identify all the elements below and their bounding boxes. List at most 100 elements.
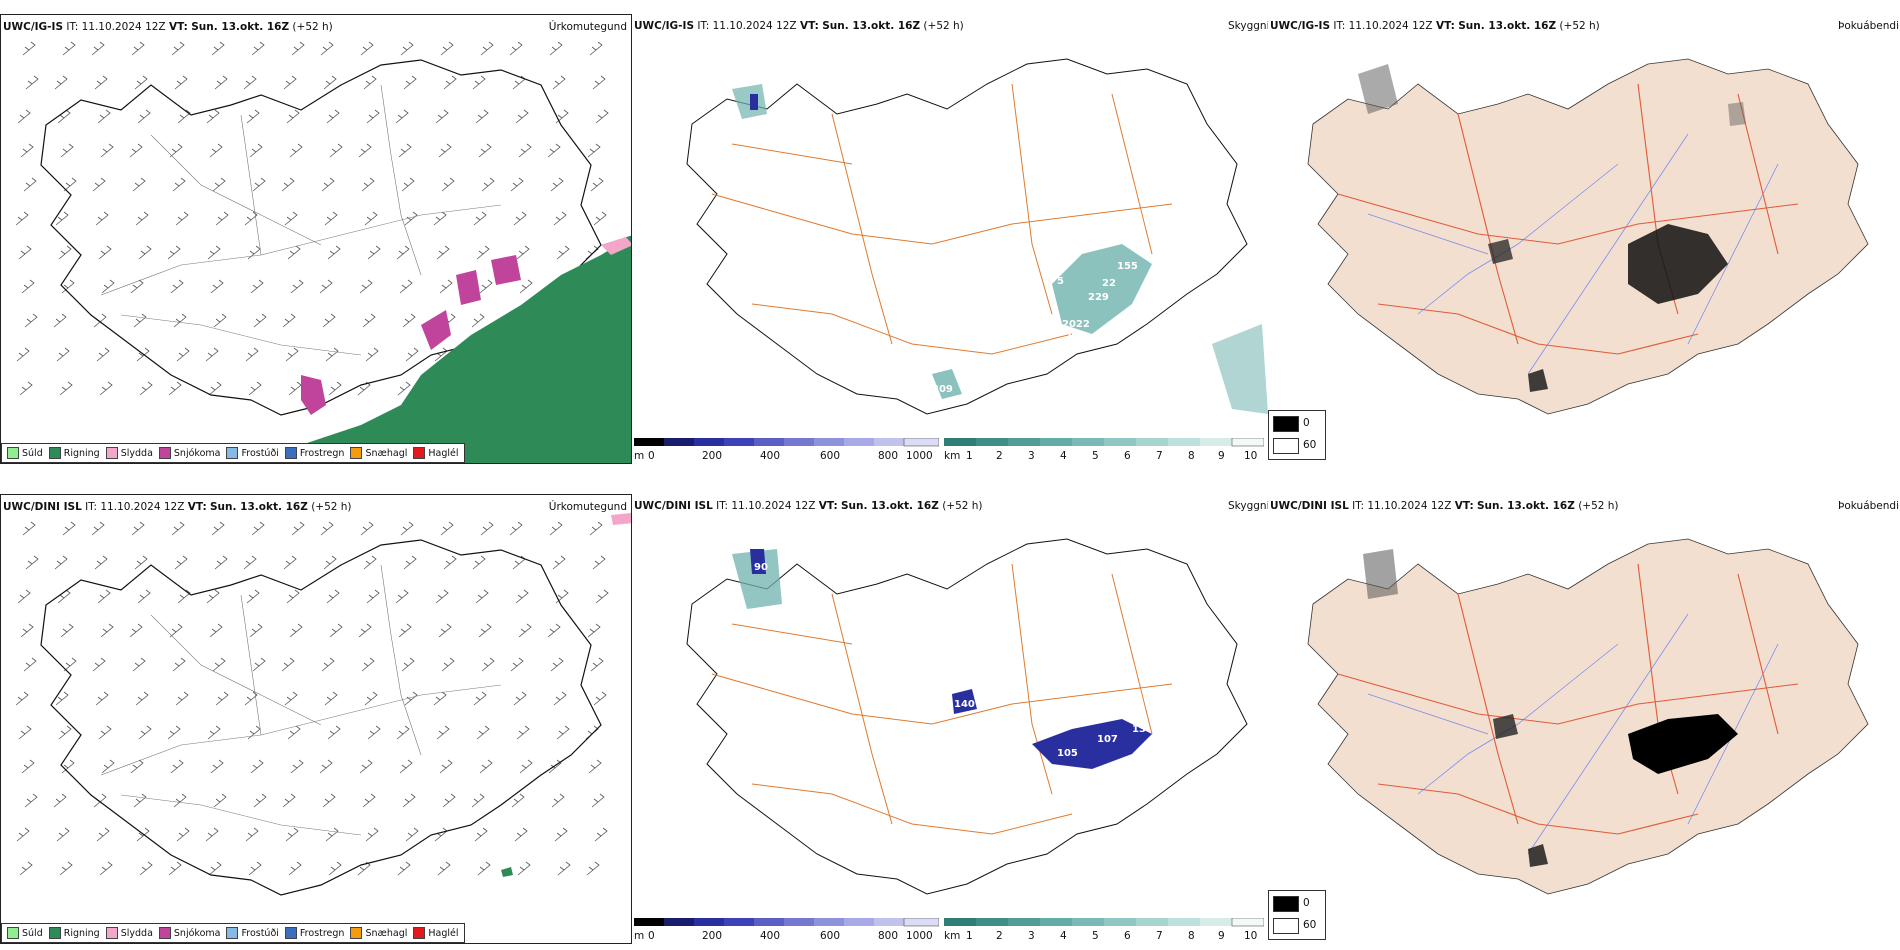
wind-barb bbox=[443, 75, 457, 90]
wind-barb bbox=[549, 521, 563, 536]
wind-barb bbox=[509, 41, 523, 56]
legend-item: Frostregn bbox=[284, 447, 344, 459]
wind-barb bbox=[95, 691, 109, 706]
wind-barb bbox=[243, 555, 257, 570]
wind-barb bbox=[175, 691, 189, 706]
wind-barb bbox=[205, 347, 219, 362]
fog-map-1 bbox=[1307, 58, 1869, 415]
wind-barb bbox=[590, 657, 604, 672]
wind-barb bbox=[244, 691, 258, 706]
wind-barb bbox=[476, 725, 490, 740]
legend-swatch bbox=[105, 447, 118, 459]
vis-scale-m: m 0 200 400 600 800 1000 bbox=[634, 917, 940, 944]
wind-barb bbox=[398, 143, 412, 158]
wind-barb bbox=[18, 725, 32, 740]
wind-barb bbox=[211, 521, 225, 536]
panel-label: Úrkomutegund bbox=[548, 501, 627, 513]
wind-barb bbox=[548, 759, 562, 774]
wind-barb bbox=[251, 521, 265, 536]
wind-barb bbox=[282, 313, 296, 328]
vis-km-area-nw bbox=[732, 84, 767, 119]
wind-barb bbox=[519, 759, 533, 774]
wind-barb bbox=[171, 521, 185, 536]
fog-legend-white-swatch bbox=[1273, 438, 1299, 454]
wind-barb bbox=[96, 827, 110, 842]
wind-barb bbox=[61, 279, 75, 294]
wind-barb bbox=[555, 109, 569, 124]
wind-barb bbox=[440, 41, 454, 56]
wind-barb bbox=[21, 759, 35, 774]
wind-barb bbox=[247, 245, 261, 260]
wind-barb bbox=[329, 143, 343, 158]
wind-barb bbox=[248, 861, 262, 876]
vis-m-area-east bbox=[1032, 719, 1152, 769]
vis-value: 5 bbox=[1057, 276, 1064, 287]
fog-legend: 0 60 bbox=[1268, 410, 1326, 460]
fog-area-nw bbox=[1358, 64, 1398, 114]
wind-barb bbox=[550, 177, 564, 192]
wind-barb bbox=[595, 109, 609, 124]
wind-barb bbox=[361, 657, 375, 672]
wind-barb bbox=[98, 245, 112, 260]
legend-swatch bbox=[284, 447, 297, 459]
wind-barb bbox=[329, 623, 343, 638]
vis-scale-km-tick: 2 bbox=[996, 450, 1003, 462]
wind-barb bbox=[438, 623, 452, 638]
wind-barb bbox=[250, 759, 264, 774]
wind-barb bbox=[172, 177, 186, 192]
fog-area-n bbox=[1728, 102, 1746, 126]
fog-legend-white-swatch bbox=[1273, 918, 1299, 934]
wind-barb bbox=[289, 623, 303, 638]
legend-item: Snæhagl bbox=[350, 447, 407, 459]
wind-barb bbox=[585, 725, 599, 740]
wind-barb bbox=[251, 41, 265, 56]
wind-barb bbox=[249, 143, 263, 158]
wind-barb bbox=[480, 521, 494, 536]
visibility-panel-2: UWC/DINI ISL IT: 11.10.2024 12Z VT: Sun.… bbox=[632, 494, 1268, 944]
wind-barb bbox=[515, 589, 529, 604]
wind-barb bbox=[589, 521, 603, 536]
legend-swatch bbox=[284, 927, 297, 939]
roads bbox=[1337, 83, 1799, 355]
wind-barb bbox=[319, 759, 333, 774]
wind-barb bbox=[169, 623, 183, 638]
wind-barb bbox=[287, 245, 301, 260]
legend-swatch bbox=[350, 447, 363, 459]
wind-barb bbox=[171, 41, 185, 56]
panel-label: Skyggni bbox=[1228, 20, 1268, 32]
wind-barb bbox=[246, 109, 260, 124]
wind-barb bbox=[397, 381, 411, 396]
wind-barb bbox=[136, 347, 150, 362]
wind-barb bbox=[479, 279, 493, 294]
wind-barb bbox=[403, 555, 417, 570]
wind-barb bbox=[322, 793, 336, 808]
wind-barb bbox=[16, 827, 30, 842]
wind-barb bbox=[247, 725, 261, 740]
wind-barb bbox=[289, 143, 303, 158]
wind-barb bbox=[17, 109, 31, 124]
panel-title: UWC/DINI ISL IT: 11.10.2024 12Z VT: Sun.… bbox=[3, 501, 352, 513]
wind-barb bbox=[246, 589, 260, 604]
wind-barb bbox=[588, 759, 602, 774]
iceland-outline bbox=[686, 538, 1248, 895]
wind-barb bbox=[129, 623, 143, 638]
wind-barb bbox=[358, 623, 372, 638]
wind-barb bbox=[404, 691, 418, 706]
fog-area-s bbox=[1528, 844, 1548, 867]
wind-barb bbox=[214, 75, 228, 90]
wind-barb bbox=[360, 41, 374, 56]
wind-barb bbox=[396, 725, 410, 740]
vis-value: 2022 bbox=[1062, 319, 1090, 330]
wind-barb bbox=[133, 793, 147, 808]
wind-barb bbox=[177, 109, 191, 124]
sleet-area bbox=[611, 513, 631, 525]
vis-scale-m-tick: 800 bbox=[878, 450, 899, 462]
wind-barb bbox=[284, 691, 298, 706]
wind-barb bbox=[328, 381, 342, 396]
vis-scale-km-tick: 6 bbox=[1124, 450, 1131, 462]
wind-barb bbox=[518, 143, 532, 158]
wind-barb bbox=[472, 555, 486, 570]
wind-barb bbox=[92, 177, 106, 192]
wind-barb bbox=[215, 211, 229, 226]
wind-barb bbox=[481, 657, 495, 672]
